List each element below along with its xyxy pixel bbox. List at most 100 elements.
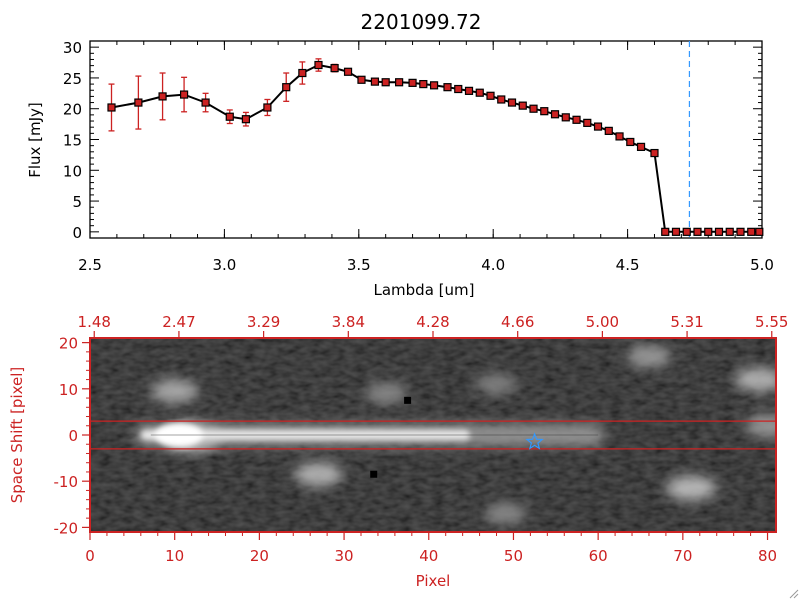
x-tick-label: 3.5: [347, 256, 371, 274]
data-point: [241, 115, 251, 124]
data-point: [370, 77, 380, 86]
image-x-tick-label: 20: [250, 547, 269, 565]
image-dark-pixel: [404, 396, 412, 404]
image-wavelength-tick-label: 3.29: [247, 313, 280, 331]
data-point: [475, 88, 484, 97]
data-point: [714, 227, 724, 236]
data-point: [682, 227, 691, 236]
data-point: [298, 68, 307, 78]
data-point: [107, 103, 116, 112]
data-point: [158, 92, 167, 101]
image-source-blob: [734, 367, 776, 392]
data-point: [343, 67, 353, 76]
data-point: [626, 137, 635, 147]
resize-grip-icon[interactable]: [789, 589, 799, 599]
data-point: [330, 63, 339, 73]
image-wavelength-tick-label: 4.66: [501, 313, 534, 331]
data-point: [419, 79, 428, 89]
image-x-tick-label: 0: [85, 547, 95, 565]
data-point: [381, 78, 390, 87]
image-x-tick-label: 50: [504, 547, 523, 565]
spectrum-panel: 2201099.72 2.5 3.0 3.5 4.0 4.5 5.0 0 5 10 15 20 25…: [26, 10, 774, 299]
data-point: [507, 98, 517, 107]
data-point: [529, 104, 538, 113]
image-ticks: [82, 331, 773, 540]
image-dark-spots: [370, 396, 412, 478]
data-point: [518, 101, 527, 110]
image-wavelength-tick-label: 1.48: [78, 313, 111, 331]
data-point: [395, 78, 404, 87]
image-x-tick-label: 30: [335, 547, 354, 565]
spectral-image-panel: 0 10 20 30 40 50 60 70 80 1.48 2.47 3.29 3.84 4.28 4.…: [8, 313, 789, 590]
data-point: [429, 81, 439, 90]
data-point: [179, 90, 189, 99]
data-point: [282, 83, 291, 92]
x-tick-label: 2.5: [78, 256, 102, 274]
image-y-tick-label: -10: [54, 473, 79, 491]
data-point: [443, 83, 452, 92]
data-point: [314, 60, 323, 70]
image-x-tick-labels: 0 10 20 30 40 50 60 70 80: [85, 547, 777, 565]
x-tick-label: 3.0: [212, 256, 236, 274]
data-point: [755, 227, 764, 236]
y-tick-label: 30: [63, 39, 82, 57]
image-y-tick-label: 20: [59, 335, 78, 353]
image-x-tick-label: 40: [419, 547, 438, 565]
image-x-tick-label: 80: [758, 547, 777, 565]
y-tick-label: 15: [63, 132, 82, 150]
spectral-trace: [134, 423, 605, 447]
image-y-tick-labels: -20 -10 0 10 20: [54, 335, 79, 538]
data-point: [572, 115, 581, 124]
image-x-axis-label: Pixel: [416, 572, 451, 590]
extraction-aperture: [90, 420, 776, 450]
image-source-blob: [150, 379, 199, 403]
spectrum-line: [111, 63, 760, 233]
image-source-blob: [476, 373, 517, 395]
y-tick-label: 10: [63, 162, 82, 180]
spectrum-x-tick-labels: 2.5 3.0 3.5 4.0 4.5 5.0: [78, 256, 774, 274]
image-source-blob: [666, 475, 717, 501]
image-y-axis-label: Space Shift [pixel]: [8, 367, 26, 504]
y-tick-label: 20: [63, 101, 82, 119]
y-tick-label: 0: [72, 224, 82, 242]
image-wavelength-tick-label: 5.55: [755, 313, 788, 331]
star-marker-icon: [525, 432, 544, 450]
y-tick-label: 25: [63, 70, 82, 88]
x-tick-label: 4.0: [481, 256, 505, 274]
image-x-tick-label: 60: [589, 547, 608, 565]
image-y-tick-label: 10: [59, 381, 78, 399]
image-wavelength-tick-label: 5.31: [670, 313, 703, 331]
data-point: [725, 227, 734, 236]
data-point: [540, 107, 549, 116]
data-point: [561, 113, 570, 122]
image-x-tick-label: 10: [165, 547, 184, 565]
data-point: [661, 227, 670, 236]
data-point: [604, 126, 613, 135]
data-point: [408, 78, 417, 87]
y-tick-label: 5: [72, 193, 82, 211]
y-axis-label: Flux [mJy]: [26, 102, 44, 178]
image-wavelength-tick-label: 3.84: [332, 313, 365, 331]
image-wavelength-tick-label: 2.47: [162, 313, 195, 331]
data-point: [454, 84, 463, 94]
data-point: [650, 148, 659, 158]
image-source-blob: [745, 414, 776, 438]
data-point: [263, 103, 272, 112]
data-point: [225, 112, 234, 121]
image-source-blob: [365, 382, 408, 405]
image-source-blob: [484, 502, 526, 525]
spectrum-ticks: [89, 41, 763, 238]
image-source-blob: [626, 345, 672, 368]
image-wavelength-tick-label: 5.00: [586, 313, 619, 331]
x-tick-label: 4.5: [616, 256, 640, 274]
data-point: [134, 98, 143, 107]
image-wavelength-tick-label: 4.28: [416, 313, 449, 331]
data-point: [704, 227, 713, 236]
data-point: [583, 118, 592, 127]
image-wavelength-tick-labels: 1.48 2.47 3.29 3.84 4.28 4.66 5.00 5.31 5.55: [78, 313, 789, 331]
x-tick-label: 5.0: [750, 256, 774, 274]
data-markers: [107, 60, 764, 236]
spectral-image: [90, 338, 776, 532]
